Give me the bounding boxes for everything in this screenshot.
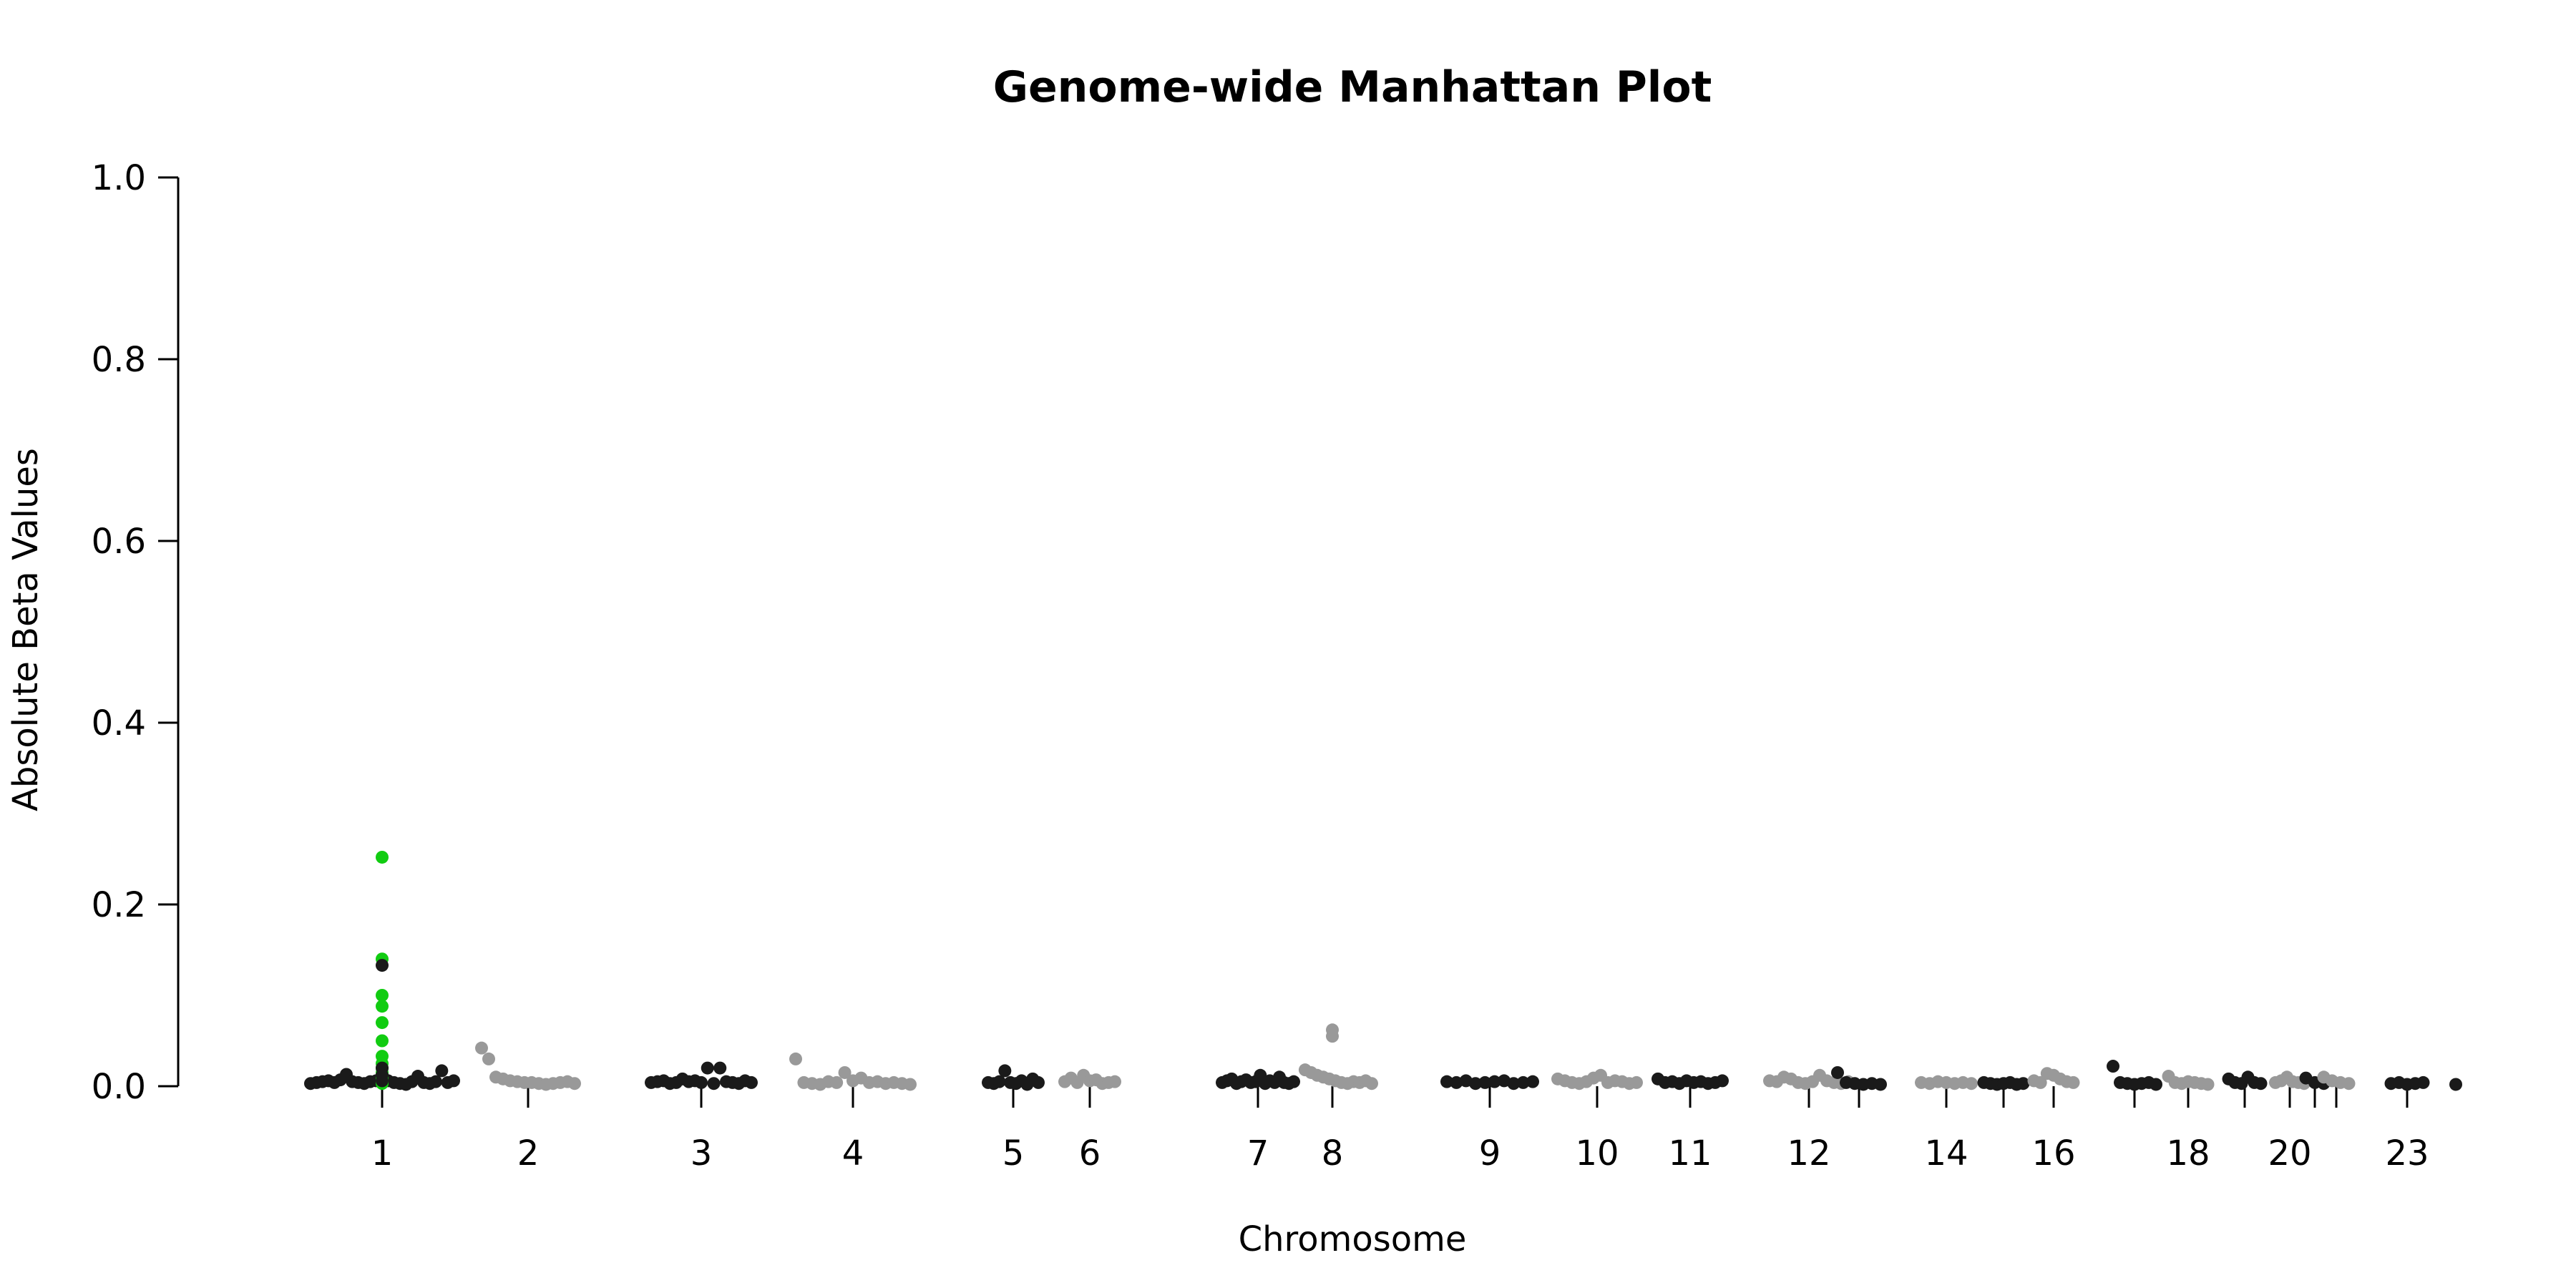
data-point — [1874, 1078, 1887, 1091]
x-tick-label: 23 — [2385, 1133, 2429, 1174]
x-tick-label: 2 — [517, 1133, 540, 1174]
data-point — [447, 1074, 460, 1088]
data-point — [695, 1075, 708, 1089]
data-point — [376, 1000, 389, 1013]
data-point — [376, 1034, 389, 1048]
data-point — [992, 1075, 1006, 1088]
x-axis-ticks: 1 2 3 4 5 6 7 8 9 10 11 12 14 16 18 20 23 — [371, 1086, 2429, 1174]
y-tick-label: 0.0 — [92, 1067, 146, 1107]
data-point — [1450, 1075, 1463, 1089]
data-point — [2449, 1078, 2462, 1091]
x-axis-label: Chromosome — [1239, 1219, 1467, 1259]
x-tick-label: 12 — [1787, 1133, 1830, 1174]
data-point — [904, 1078, 917, 1091]
x-tick-label: 5 — [1002, 1133, 1025, 1174]
x-tick-label: 4 — [842, 1133, 864, 1174]
x-tick-label: 16 — [2031, 1133, 2075, 1174]
data-point — [1326, 1030, 1339, 1043]
data-point — [2342, 1077, 2356, 1091]
x-tick-label: 6 — [1079, 1133, 1101, 1174]
data-point — [2034, 1075, 2047, 1089]
y-tick-label: 0.8 — [92, 340, 146, 380]
data-point — [2201, 1078, 2215, 1091]
x-tick-label: 7 — [1247, 1133, 1269, 1174]
data-point — [435, 1064, 449, 1078]
data-point — [482, 1052, 495, 1065]
data-point — [707, 1077, 721, 1091]
y-tick-label: 0.6 — [92, 522, 146, 562]
x-tick-label: 3 — [691, 1133, 713, 1174]
chart-title: Genome-wide Manhattan Plot — [993, 62, 1712, 112]
y-axis-ticks: 0.0 0.2 0.4 0.6 0.8 1.0 — [92, 158, 178, 1107]
x-tick-label: 20 — [2268, 1133, 2311, 1174]
data-point — [2107, 1060, 2119, 1073]
data-point — [1716, 1074, 1729, 1088]
data-point — [2254, 1077, 2268, 1091]
data-point — [1032, 1075, 1045, 1089]
data-point — [1440, 1075, 1453, 1088]
data-point — [376, 1016, 389, 1030]
data-point — [1516, 1075, 1530, 1089]
data-point — [376, 850, 389, 864]
x-tick-label: 10 — [1575, 1133, 1619, 1174]
data-point — [568, 1077, 581, 1091]
data-point — [2016, 1077, 2030, 1091]
data-point — [475, 1041, 488, 1055]
data-point — [2150, 1078, 2162, 1091]
x-tick-label: 8 — [1322, 1133, 1344, 1174]
data-point — [2416, 1075, 2430, 1089]
data-point — [376, 1074, 389, 1088]
data-point — [745, 1075, 758, 1089]
y-tick-label: 1.0 — [92, 158, 146, 198]
data-point — [789, 1052, 802, 1065]
data-point — [1469, 1077, 1482, 1091]
y-axis-label: Absolute Beta Values — [6, 448, 46, 811]
data-points — [304, 850, 2462, 1091]
data-point — [701, 1061, 714, 1075]
data-point — [2067, 1075, 2080, 1089]
data-point — [1831, 1065, 1844, 1079]
data-point — [1507, 1077, 1521, 1091]
data-point — [830, 1075, 844, 1089]
data-point — [1630, 1075, 1643, 1089]
data-point — [838, 1065, 852, 1079]
data-point — [1287, 1075, 1300, 1088]
x-tick-label: 14 — [1924, 1133, 1968, 1174]
data-point — [713, 1061, 727, 1075]
data-point — [1526, 1075, 1539, 1088]
data-point — [1478, 1075, 1492, 1089]
data-point — [998, 1064, 1012, 1078]
x-tick-label: 1 — [371, 1133, 394, 1174]
x-tick-label: 18 — [2166, 1133, 2210, 1174]
x-tick-label: 9 — [1479, 1133, 1501, 1174]
data-point — [1965, 1077, 1978, 1091]
x-tick-label: 11 — [1668, 1133, 1712, 1174]
data-point — [376, 989, 389, 1002]
y-tick-label: 0.4 — [92, 703, 146, 743]
data-point — [376, 959, 389, 972]
data-point — [1488, 1075, 1501, 1088]
data-point — [1108, 1075, 1121, 1088]
y-tick-label: 0.2 — [92, 885, 146, 925]
data-point — [1365, 1077, 1378, 1091]
data-point — [429, 1075, 442, 1088]
